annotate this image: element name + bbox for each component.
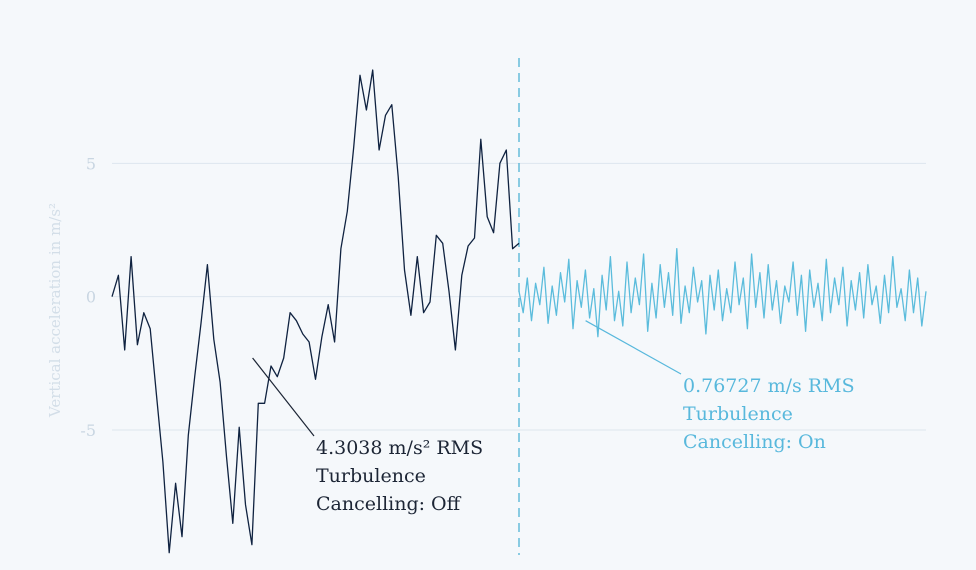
y-tick-label: 0 bbox=[86, 288, 96, 307]
series-lines bbox=[111, 69, 927, 554]
annotation-text: 4.3038 m/s² RMS bbox=[316, 437, 483, 459]
y-tick-labels: 5 0 -5 bbox=[80, 154, 96, 440]
series-line-1 bbox=[111, 69, 520, 554]
annotations: 4.3038 m/s² RMS Turbulence Cancelling: Off… bbox=[252, 320, 855, 515]
annotation-text: Turbulence bbox=[683, 403, 793, 425]
annotation-text: Cancelling: Off bbox=[316, 493, 462, 515]
series-line-2 bbox=[518, 248, 927, 338]
y-tick-label: 5 bbox=[86, 154, 96, 173]
annotation-text: Cancelling: On bbox=[683, 431, 826, 453]
y-tick-label: -5 bbox=[80, 421, 96, 440]
annotation-text: Turbulence bbox=[316, 465, 426, 487]
annotation-text: 0.76727 m/s RMS bbox=[683, 375, 855, 397]
annotation-arrow bbox=[585, 320, 682, 375]
y-axis-label: Vertical acceleration in m/s² bbox=[46, 203, 64, 418]
annotation-arrow bbox=[252, 357, 315, 437]
